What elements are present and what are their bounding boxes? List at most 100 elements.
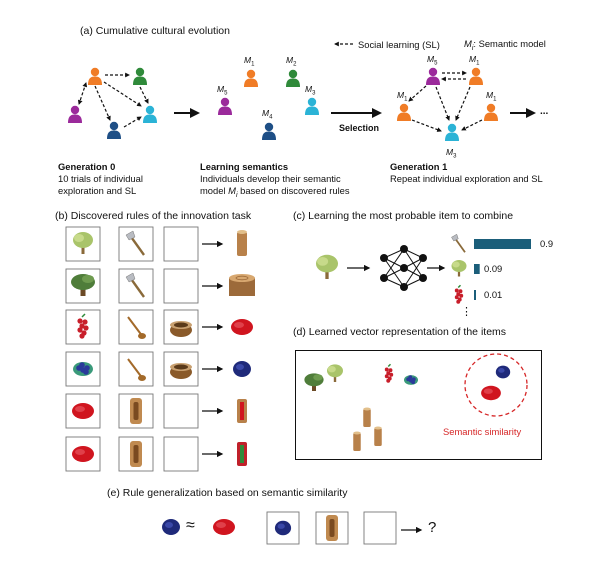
question-mark: ? — [428, 519, 437, 536]
panel-a-title: (a) Cumulative cultural evolution — [80, 25, 230, 37]
probability-bar-red-berries — [474, 290, 476, 300]
legend-model-label: Mi: Semantic model — [464, 38, 546, 52]
rule-output-log-icon — [237, 230, 247, 256]
semantics-agents — [218, 69, 319, 140]
agent-icon — [484, 103, 498, 121]
axe-icon — [451, 233, 466, 253]
model-label-m5: M5 — [427, 54, 438, 67]
model-label-m2: M2 — [286, 55, 297, 68]
red-powder-icon — [213, 519, 235, 535]
embedding-panel — [295, 350, 542, 460]
item-slot — [163, 393, 199, 429]
rule-output-red-powder-icon — [231, 319, 253, 335]
more-items: ⋮ — [461, 306, 472, 318]
agent-icon — [133, 67, 147, 85]
rule-output-red-log-icon — [237, 399, 247, 423]
probability-bar-axe — [474, 239, 531, 249]
probability-bars — [474, 239, 531, 300]
generation-0-network — [68, 67, 157, 139]
hollow-log-icon — [326, 515, 338, 541]
spoon-icon — [127, 358, 146, 381]
prob-label-axe: 0.9 — [540, 238, 554, 249]
log-icon — [374, 426, 382, 446]
red-powder-icon — [72, 446, 94, 462]
gen1-title: Generation 1 — [390, 161, 448, 172]
log-icon — [363, 407, 371, 427]
agent-icon — [143, 105, 157, 123]
rule-output-log-icon — [229, 274, 255, 296]
blue-powder-icon — [495, 365, 511, 379]
agent-icon — [426, 67, 440, 85]
agent-icon — [68, 105, 82, 123]
model-label-m3: M3 — [446, 147, 457, 160]
tree-icon — [316, 254, 338, 279]
item-slot — [163, 268, 199, 304]
axe-icon — [125, 230, 145, 256]
rule-output-blue-powder-icon — [233, 361, 251, 377]
agent-icon — [286, 69, 300, 87]
agent-icon — [469, 67, 483, 85]
axe-icon — [125, 272, 145, 298]
panel-c-title: (c) Learning the most probable item to c… — [293, 210, 514, 222]
bowl-icon — [170, 363, 192, 379]
tree-icon — [73, 232, 93, 254]
prob-label-tree: 0.09 — [484, 263, 503, 274]
spoon-icon — [127, 316, 146, 339]
selection-label: Selection — [339, 123, 380, 133]
agent-icon — [244, 69, 258, 87]
model-label-m5: M5 — [217, 84, 228, 97]
model-label-m4: M4 — [262, 108, 273, 121]
model-label-m1: M1 — [244, 55, 255, 68]
blue-powder-icon — [162, 519, 180, 535]
gen1-line1: Repeat individual exploration and SL — [390, 173, 543, 184]
semantics-line2: model Mi based on discovered rules — [200, 185, 350, 199]
panel-b-title: (b) Discovered rules of the innovation t… — [55, 210, 252, 222]
ellipsis: ... — [540, 106, 549, 117]
agent-icon — [445, 123, 459, 141]
semantic-similarity-label: Semantic similarity — [443, 426, 522, 437]
bowl-icon — [170, 321, 192, 337]
model-label-m1: M1 — [486, 90, 497, 103]
tree-icon — [451, 260, 467, 277]
tree-icon — [71, 274, 95, 296]
red-powder-icon — [481, 385, 501, 401]
panel-d-title: (d) Learned vector representation of the… — [293, 326, 507, 338]
red-berries-icon — [77, 313, 89, 339]
red-berries-icon — [384, 363, 394, 383]
semantics-title: Learning semantics — [200, 161, 289, 172]
panel-e-title: (e) Rule generalization based on semanti… — [107, 487, 348, 499]
hollow-log-icon — [130, 398, 142, 424]
similarity-circle — [464, 353, 528, 417]
tree-icon — [304, 373, 324, 391]
item-slot — [163, 226, 199, 262]
red-berries-icon — [454, 284, 464, 304]
gen0-line2: exploration and SL — [58, 185, 137, 196]
probability-bar-tree — [474, 264, 480, 274]
blue-powder-icon — [274, 520, 292, 536]
blue-berries-icon — [404, 375, 418, 385]
item-slot — [163, 436, 199, 472]
red-powder-icon — [72, 403, 94, 419]
tree-icon — [327, 364, 343, 382]
model-label-m3: M3 — [305, 84, 316, 97]
approx-symbol: ≈ — [186, 517, 195, 534]
rule-arrows — [202, 240, 224, 458]
log-icon — [353, 431, 361, 451]
generation-1-network — [397, 67, 498, 141]
agent-icon — [218, 97, 232, 115]
agent-icon — [262, 122, 276, 140]
blue-berries-icon — [73, 362, 93, 376]
legend-sl-label: Social learning (SL) — [358, 39, 440, 50]
hollow-log-icon — [130, 441, 142, 467]
model-label-m1: M1 — [469, 54, 480, 67]
gen0-line1: 10 trials of individual — [58, 173, 143, 184]
agent-icon — [88, 67, 102, 85]
semantics-line1: Individuals develop their semantic — [200, 173, 341, 184]
item-slot — [266, 511, 300, 545]
rule-output-red-log-icon — [237, 442, 247, 466]
agent-icon — [397, 103, 411, 121]
agent-icon — [107, 121, 121, 139]
item-slot — [363, 511, 397, 545]
neural-network-icon — [347, 245, 446, 291]
